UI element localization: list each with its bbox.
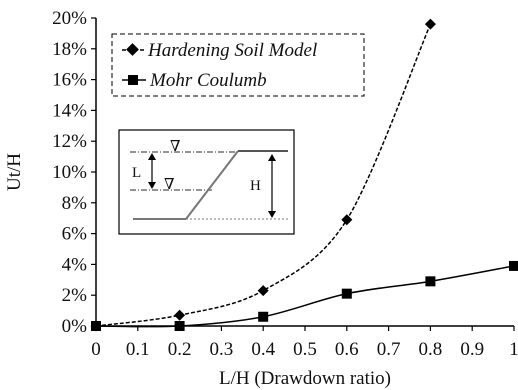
x-ticks: 0 0.1 0.2 0.3 0.4 0.5 0.6 0.7 0.8 0.9 1 [91, 326, 518, 360]
y-tick-label: 2% [62, 285, 88, 306]
data-point-diamond [257, 285, 269, 297]
x-tick-label: 0.8 [419, 339, 443, 360]
y-tick-label: 8% [62, 193, 88, 214]
x-tick-label: 0.6 [335, 339, 359, 360]
legend-label-mohr: Mohr Coulumb [149, 70, 267, 91]
y-tick-label: 10% [52, 162, 87, 183]
inset-diagram: ∇ ∇ L H [118, 129, 295, 235]
y-ticks: 0% 2% 4% 6% 8% 10% 12% 14% 16% 18% 20% [52, 8, 96, 337]
x-tick-label: 1 [509, 339, 518, 360]
inset-H-arrow-head-top [268, 154, 276, 161]
inset-label-H: H [250, 178, 261, 194]
x-tick-label: 0.9 [460, 339, 484, 360]
x-tick-label: 0.4 [251, 339, 275, 360]
series-layer [90, 18, 518, 332]
y-axis-title: Ut/H [4, 153, 25, 191]
series-line-hardening-soil [95, 23, 432, 327]
data-point-diamond [424, 18, 436, 30]
x-tick-label: 0.3 [210, 339, 234, 360]
inset-box [118, 129, 295, 235]
data-point-diamond [341, 214, 353, 226]
y-tick-label: 20% [52, 8, 87, 29]
inset-H-arrow-head-bottom [268, 211, 276, 218]
y-tick-label: 6% [62, 224, 88, 245]
inset-L-arrow-head-bottom [148, 182, 156, 189]
inset-label-L: L [132, 165, 141, 181]
x-tick-label: 0.7 [377, 339, 401, 360]
data-point-diamond [174, 309, 186, 321]
legend-box [111, 33, 365, 97]
series-line-mohr-coulumb [95, 265, 515, 328]
y-tick-label: 18% [52, 39, 87, 60]
legend: Hardening Soil Model Mohr Coulumb [111, 33, 365, 97]
legend-marker-mohr [128, 75, 138, 85]
y-tick-label: 12% [52, 131, 87, 152]
inset-water-symbol-lower: ∇ [164, 177, 174, 193]
x-axis-title: L/H (Drawdown ratio) [219, 368, 391, 389]
data-point-square [258, 311, 269, 322]
x-tick-label: 0.2 [168, 339, 192, 360]
inset-L-arrow-head-top [148, 153, 156, 160]
inset-slope-line [185, 150, 239, 220]
x-tick-label: 0.1 [126, 339, 150, 360]
y-tick-label: 0% [62, 316, 88, 337]
data-point-square [341, 288, 352, 299]
y-tick-label: 16% [52, 70, 87, 91]
inset-water-symbol-upper: ∇ [170, 139, 180, 155]
data-point-square [174, 321, 185, 331]
legend-label-hardening: Hardening Soil Model [147, 40, 317, 61]
x-tick-label: 0.5 [293, 339, 317, 360]
data-point-square [91, 321, 101, 331]
data-point-square [509, 260, 518, 271]
legend-marker-hardening [126, 43, 139, 56]
x-tick-label: 0 [91, 339, 101, 360]
y-tick-label: 14% [52, 100, 87, 121]
data-point-square [425, 276, 436, 287]
y-tick-label: 4% [62, 254, 88, 275]
